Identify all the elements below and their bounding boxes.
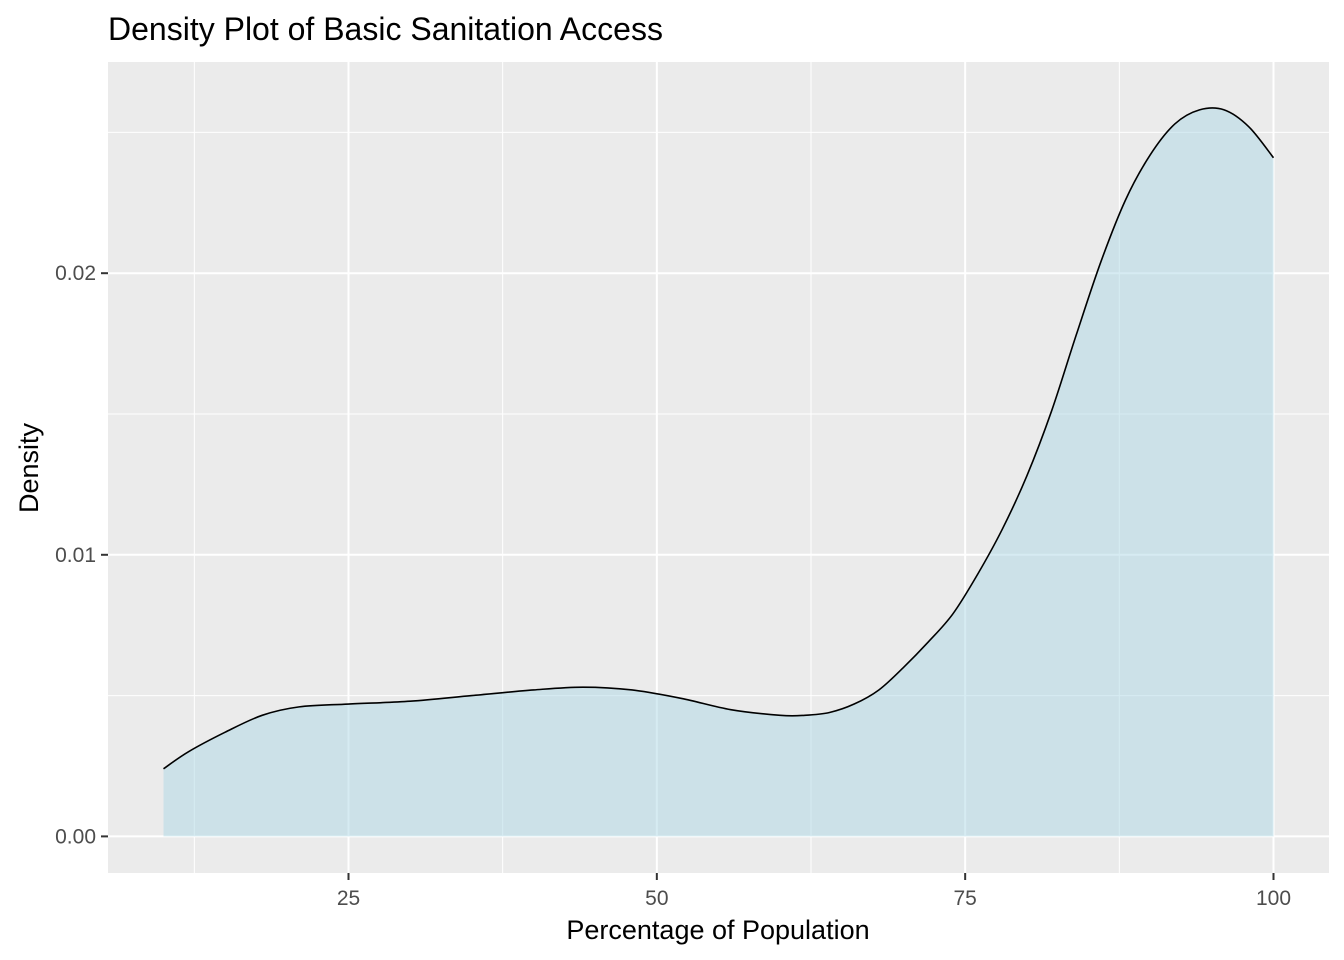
y-tick-label: 0.00 xyxy=(55,825,96,848)
x-tick-label: 100 xyxy=(1256,887,1291,910)
y-axis-title: Density xyxy=(14,422,44,513)
density-area xyxy=(163,107,1274,837)
density-line xyxy=(163,107,1275,770)
y-axis: 0.00 0.01 0.02 xyxy=(55,262,108,848)
chart-title: Density Plot of Basic Sanitation Access xyxy=(108,11,663,47)
y-tick-label: 0.02 xyxy=(55,262,96,285)
x-tick-label: 50 xyxy=(645,887,668,910)
x-tick-label: 75 xyxy=(953,887,976,910)
x-tick-label: 25 xyxy=(337,887,360,910)
x-axis-title: Percentage of Population xyxy=(566,915,869,945)
x-axis: 25 50 75 100 xyxy=(337,873,1291,910)
y-tick-label: 0.01 xyxy=(55,544,96,567)
